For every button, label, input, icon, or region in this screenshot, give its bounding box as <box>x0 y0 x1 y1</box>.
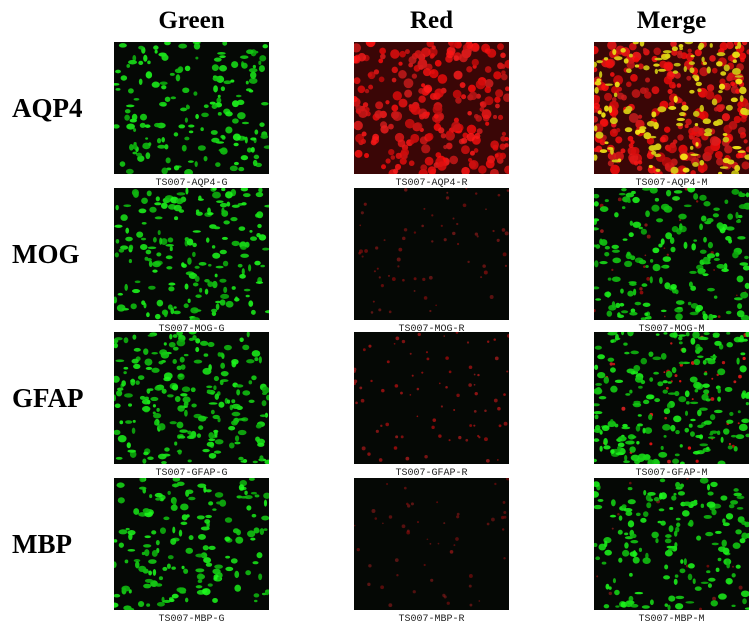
micrograph <box>114 188 269 320</box>
column-header: Green <box>158 7 224 34</box>
micrograph <box>594 42 749 174</box>
micrograph <box>354 478 509 610</box>
micrograph <box>354 332 509 464</box>
micrograph <box>114 478 269 610</box>
image-caption: TS007-AQP4-G <box>155 178 227 189</box>
row-label: MOG <box>12 239 80 269</box>
row-label: AQP4 <box>12 93 83 123</box>
column-header: Merge <box>637 7 706 34</box>
row-label: GFAP <box>12 383 83 413</box>
image-caption: TS007-GFAP-G <box>155 468 227 479</box>
micrograph <box>594 188 749 320</box>
image-caption: TS007-MBP-M <box>638 614 704 625</box>
micrograph <box>114 42 269 174</box>
image-caption: TS007-AQP4-M <box>635 178 707 189</box>
micrograph <box>594 332 749 464</box>
micrograph <box>354 42 509 174</box>
micrograph <box>354 188 509 320</box>
image-caption: TS007-GFAP-R <box>395 468 467 479</box>
image-caption: TS007-MOG-G <box>158 324 224 335</box>
micrograph <box>114 332 269 464</box>
image-caption: TS007-MBP-G <box>158 614 224 625</box>
micrograph <box>594 478 749 610</box>
image-caption: TS007-MOG-R <box>398 324 464 335</box>
row-label: MBP <box>12 529 72 559</box>
image-caption: TS007-AQP4-R <box>395 178 467 189</box>
image-caption: TS007-MOG-M <box>638 324 704 335</box>
image-caption: TS007-MBP-R <box>398 614 464 625</box>
image-caption: TS007-GFAP-M <box>635 468 707 479</box>
column-header: Red <box>410 7 453 34</box>
